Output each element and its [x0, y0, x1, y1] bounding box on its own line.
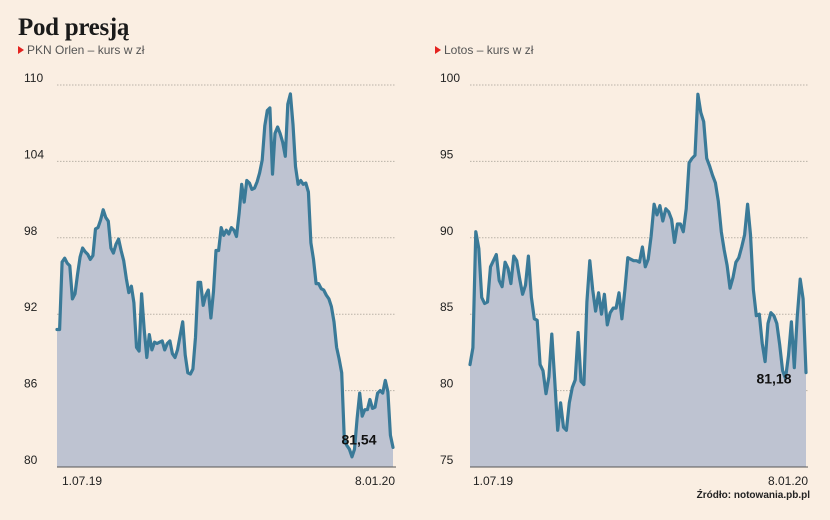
right-x-tick-label: 8.01.20 [768, 474, 808, 488]
right-y-tick-label: 100 [440, 71, 460, 85]
left-y-tick-label: 80 [24, 453, 38, 467]
left-y-tick-label: 104 [24, 147, 44, 161]
right-y-tick-label: 75 [440, 453, 454, 467]
left-series-line [55, 92, 395, 459]
left-y-tick-label: 86 [24, 377, 38, 391]
right-y-tick-label: 80 [440, 377, 454, 391]
left-chart-subtitle-text: PKN Orlen – kurs w zł [27, 43, 145, 57]
red-triangle-icon [18, 46, 24, 54]
left-series-area [57, 93, 393, 468]
left-x-tick-label: 1.07.19 [62, 474, 102, 488]
right-y-tick-label: 85 [440, 300, 454, 314]
right-series-line [468, 92, 808, 432]
left-last-value-label: 81,54 [341, 431, 376, 447]
right-y-tick-label: 95 [440, 147, 454, 161]
left-y-tick-label: 92 [24, 300, 38, 314]
left-y-tick-label: 98 [24, 224, 38, 238]
right-x-tick-label: 1.07.19 [473, 474, 513, 488]
left-chart-subtitle: PKN Orlen – kurs w zł [18, 43, 144, 57]
left-y-tick-label: 110 [24, 71, 43, 85]
right-chart-subtitle-text: Lotos – kurs w zł [444, 43, 534, 57]
right-chart-subtitle: Lotos – kurs w zł [435, 43, 533, 57]
chart-title: Pod presją [18, 14, 130, 41]
right-y-tick-label: 90 [440, 224, 454, 238]
source-note: Źródło: notowania.pb.pl [696, 490, 810, 501]
right-last-value-label: 81,18 [756, 371, 791, 387]
red-triangle-icon [435, 46, 441, 54]
left-x-tick-label: 8.01.20 [355, 474, 395, 488]
